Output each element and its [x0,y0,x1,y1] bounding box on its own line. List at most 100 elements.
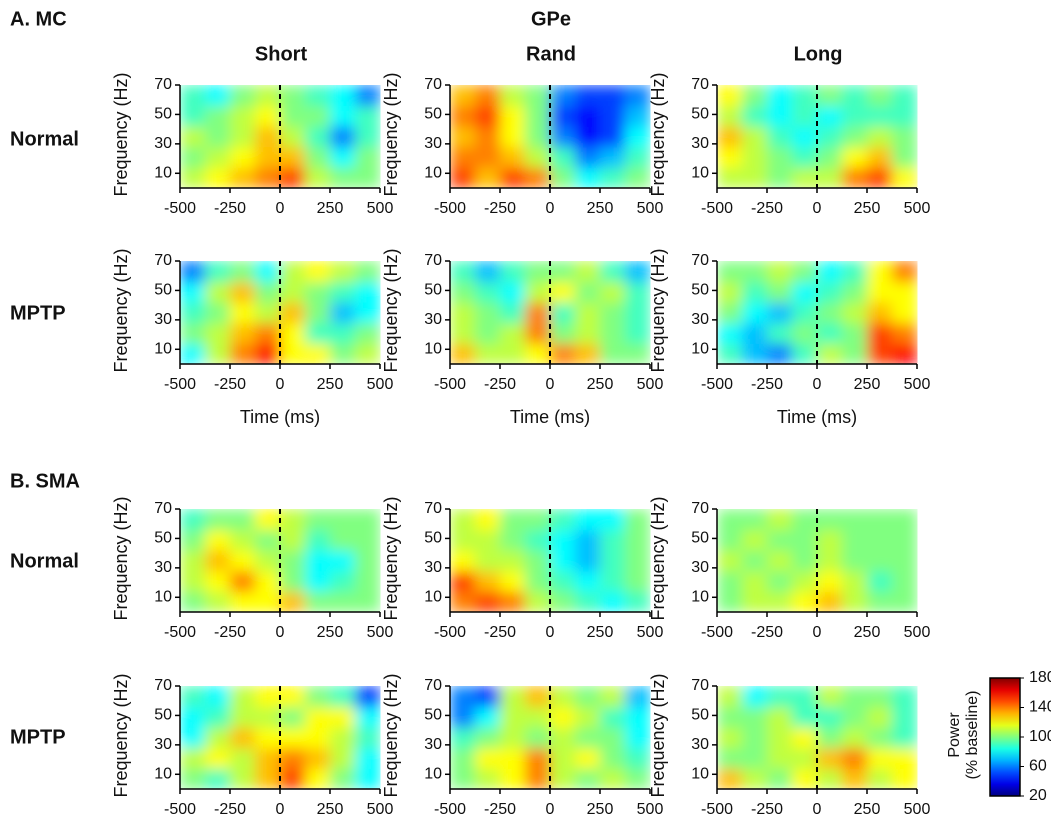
x-tick-label: 0 [276,200,285,217]
x-axis-label: Time (ms) [510,407,590,427]
x-tick-label: -500 [701,801,733,818]
heatmap-cell [600,261,626,283]
heatmap-cell [355,747,381,769]
heatmap-cell [280,302,306,324]
colorbar-tick-label: 140 [1029,699,1051,716]
heatmap-cell [355,146,381,168]
heatmap-cell [575,686,601,708]
y-tick-label: 50 [424,530,442,547]
heatmap-cell [355,105,381,127]
heatmap-cell [330,302,356,324]
x-tick-label: 500 [637,376,664,393]
heatmap-cell [717,85,743,107]
y-tick-label: 50 [691,106,709,123]
y-tick-label: 10 [424,165,442,182]
heatmap-cell [867,105,893,127]
heatmap-cell [180,550,206,572]
heatmap-cell [255,529,281,551]
column-title: Rand [526,43,576,65]
heatmap-cell [280,146,306,168]
heatmap-cell [255,85,281,107]
row-label: Normal [10,128,79,150]
heatmap-cell [450,281,476,303]
heatmap-cell [305,85,331,107]
row-label: MPTP [10,726,66,748]
heatmap-cell [500,105,526,127]
heatmap-cell [180,146,206,168]
x-tick-label: 500 [637,624,664,641]
heatmap-cell [205,322,231,344]
heatmap-cell [717,322,743,344]
heatmap-cell [842,281,868,303]
x-tick-label: 500 [367,801,394,818]
heatmap-cell [817,529,843,551]
heatmap-cell [450,727,476,749]
heatmap-cell [180,529,206,551]
heatmap-cell [450,167,476,189]
heatmap-cell [330,105,356,127]
heatmap-cell [180,281,206,303]
heatmap-cell [525,509,551,531]
heatmap-cell [550,686,576,708]
heatmap-cell [330,768,356,790]
heatmap-cell [892,343,918,365]
heatmap-cell [767,281,793,303]
heatmap-cell [817,146,843,168]
heatmap-cell [600,322,626,344]
x-tick-label: 250 [854,624,881,641]
heatmap-cell [355,85,381,107]
heatmap-cell [892,550,918,572]
heatmap-cell [180,570,206,592]
y-tick-label: 10 [424,766,442,783]
heatmap-cell [817,727,843,749]
heatmap-cell [475,146,501,168]
heatmap-cell [475,686,501,708]
heatmap-cell [817,747,843,769]
heatmap-cell [180,591,206,613]
heatmap-cell [280,281,306,303]
heatmap-cell [817,281,843,303]
heatmap-cell [180,322,206,344]
heatmap-cell [792,706,818,728]
heatmap-cell [742,768,768,790]
colorbar-label: (% baseline) [964,691,981,780]
y-axis-label: Frequency (Hz) [111,496,131,620]
x-tick-label: -250 [484,624,516,641]
colorbar-tick-label: 20 [1029,787,1047,804]
heatmap-cell [767,570,793,592]
heatmap-cell [842,105,868,127]
heatmap-cell [355,706,381,728]
heatmap-cell [625,768,651,790]
heatmap-cell [867,550,893,572]
heatmap-cell [842,727,868,749]
y-tick-label: 50 [154,530,172,547]
row-label: Normal [10,550,79,572]
heatmap-cell [500,768,526,790]
heatmap-cell [867,302,893,324]
heatmap-cell [625,591,651,613]
heatmap-cell [500,686,526,708]
heatmap-cell [892,146,918,168]
heatmap-cell [450,747,476,769]
heatmap-cell [305,727,331,749]
heatmap-cell [625,747,651,769]
heatmap-cell [575,591,601,613]
heatmap-cell [792,261,818,283]
heatmap-cell [550,85,576,107]
y-tick-label: 30 [691,311,709,328]
heatmap-cell [475,509,501,531]
heatmap-cell [450,686,476,708]
y-axis-label: Frequency (Hz) [648,673,668,797]
heatmap-cell [767,105,793,127]
heatmap-cell [625,126,651,148]
heatmap-cell [305,529,331,551]
heatmap-cell [180,686,206,708]
heatmap-cell [600,686,626,708]
heatmap-cell [792,591,818,613]
heatmap-cell [867,343,893,365]
y-tick-label: 70 [424,76,442,93]
heatmap-cell [817,768,843,790]
heatmap-cell [525,686,551,708]
heatmap-cell [842,167,868,189]
heatmap-cell [550,343,576,365]
